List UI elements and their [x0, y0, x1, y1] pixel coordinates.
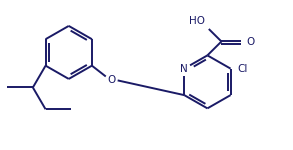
- Text: O: O: [246, 38, 254, 47]
- Text: N: N: [180, 64, 188, 74]
- Text: O: O: [108, 75, 116, 85]
- Text: HO: HO: [189, 16, 205, 26]
- Text: Cl: Cl: [238, 64, 248, 74]
